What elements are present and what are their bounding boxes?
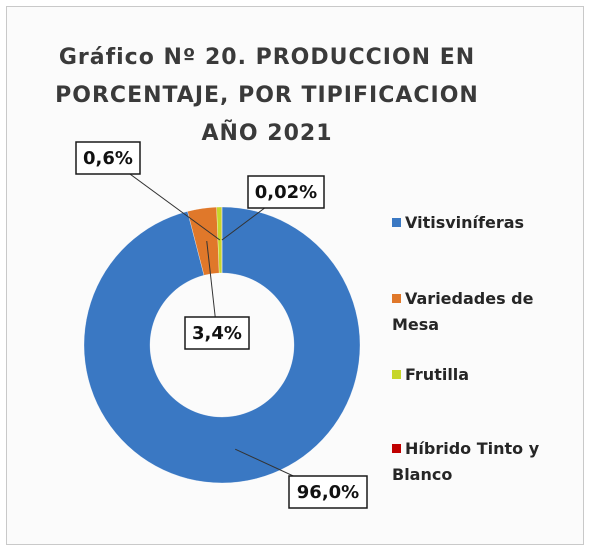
legend-swatch [392,444,401,453]
label-box [288,475,368,509]
legend-label: Variedades de Mesa [392,289,534,334]
data-label: 3,4% [184,316,250,350]
data-label-text: 0,6% [83,148,133,169]
legend-swatch [392,370,401,379]
data-label-text: 96,0% [297,482,359,503]
legend-entry: Variedades de Mesa [392,286,572,338]
data-label: 96,0% [288,475,368,509]
data-label: 0,6% [75,141,141,175]
legend-swatch [392,218,401,227]
legend-entry: Vitisviníferas [392,210,572,236]
label-box [184,316,250,350]
data-label-text: 3,4% [192,323,242,344]
label-box [247,175,325,209]
chart-title: Gráfico Nº 20. PRODUCCION EN PORCENTAJE,… [55,45,479,146]
legend-label: Frutilla [405,365,470,384]
legend-entry: Híbrido Tinto y Blanco [392,436,572,488]
legend-label: Vitisviníferas [405,213,525,232]
legend-swatch [392,294,401,303]
donut-slice [83,206,361,484]
data-label: 0,02% [247,175,325,209]
legend-entry: Frutilla [392,362,572,388]
data-label-text: 0,02% [255,182,317,203]
legend-label: Híbrido Tinto y Blanco [392,439,540,484]
label-box [75,141,141,175]
